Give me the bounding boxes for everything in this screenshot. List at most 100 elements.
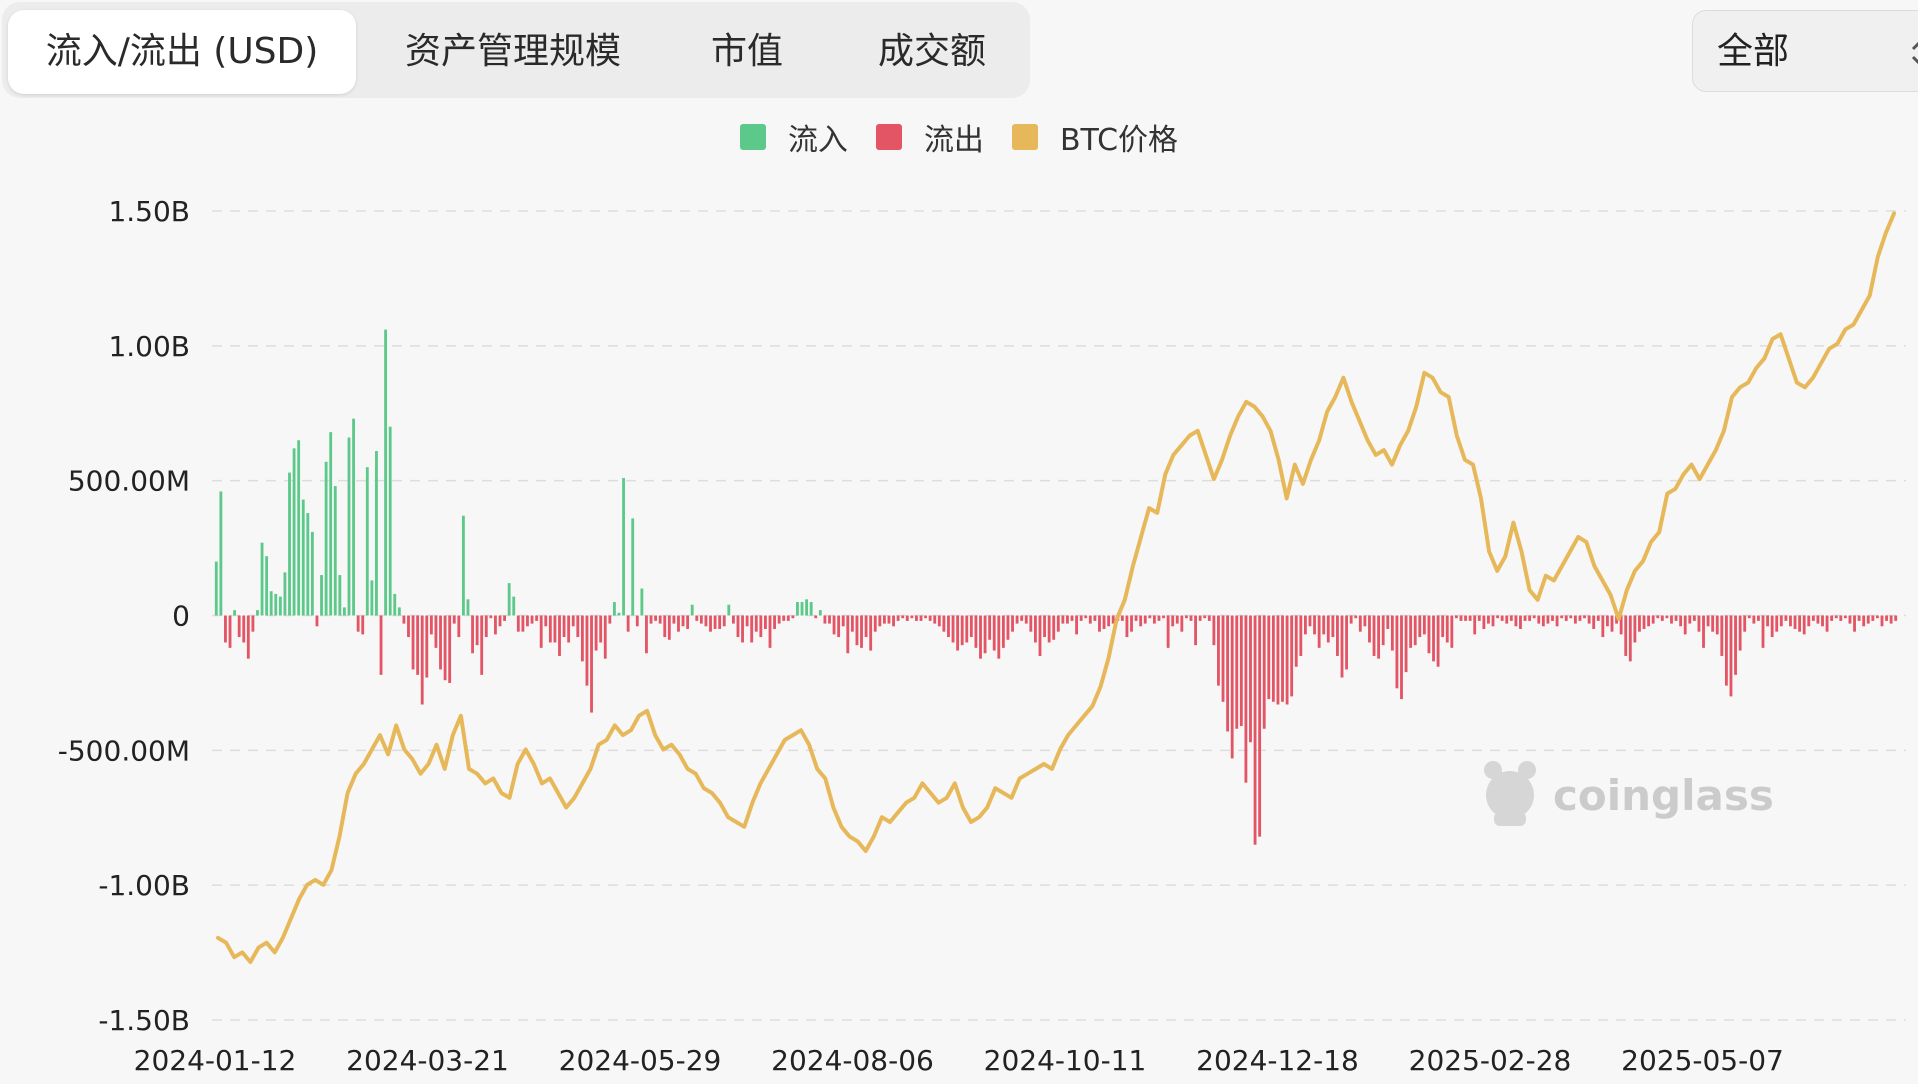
outflow-bar[interactable] bbox=[855, 615, 859, 646]
inflow-bar[interactable] bbox=[461, 515, 465, 616]
inflow-bar[interactable] bbox=[297, 440, 301, 616]
outflow-bar[interactable] bbox=[1006, 615, 1010, 640]
outflow-bar[interactable] bbox=[1729, 615, 1733, 697]
outflow-bar[interactable] bbox=[846, 615, 850, 654]
outflow-bar[interactable] bbox=[1642, 615, 1646, 629]
outflow-bar[interactable] bbox=[1894, 615, 1898, 621]
outflow-bar[interactable] bbox=[1020, 615, 1024, 621]
outflow-bar[interactable] bbox=[896, 615, 900, 621]
outflow-bar[interactable] bbox=[489, 615, 493, 619]
outflow-bar[interactable] bbox=[1239, 615, 1243, 727]
outflow-bar[interactable] bbox=[1862, 615, 1866, 627]
inflow-bar[interactable] bbox=[805, 599, 809, 616]
outflow-bar[interactable] bbox=[548, 615, 552, 643]
outflow-bar[interactable] bbox=[1464, 615, 1467, 621]
outflow-bar[interactable] bbox=[1212, 615, 1216, 646]
outflow-bar[interactable] bbox=[1633, 615, 1637, 643]
outflow-bar[interactable] bbox=[782, 615, 786, 621]
inflow-bar[interactable] bbox=[397, 607, 401, 616]
outflow-bar[interactable] bbox=[1702, 615, 1705, 648]
outflow-bar[interactable] bbox=[1418, 615, 1422, 638]
outflow-bar[interactable] bbox=[1102, 615, 1106, 629]
outflow-bar[interactable] bbox=[1825, 615, 1829, 632]
outflow-bar[interactable] bbox=[873, 615, 877, 632]
outflow-bar[interactable] bbox=[1171, 615, 1175, 627]
inflow-bar[interactable] bbox=[640, 588, 644, 616]
outflow-bar[interactable] bbox=[526, 615, 529, 627]
inflow-bar[interactable] bbox=[338, 575, 342, 616]
inflow-bar[interactable] bbox=[260, 542, 264, 616]
outflow-bar[interactable] bbox=[1226, 615, 1230, 732]
outflow-bar[interactable] bbox=[1743, 615, 1747, 632]
inflow-bar[interactable] bbox=[214, 561, 218, 616]
outflow-bar[interactable] bbox=[1358, 615, 1362, 632]
outflow-bar[interactable] bbox=[1015, 615, 1019, 624]
inflow-bar[interactable] bbox=[283, 572, 287, 616]
outflow-bar[interactable] bbox=[1450, 615, 1454, 648]
outflow-bar[interactable] bbox=[947, 615, 950, 638]
outflow-bar[interactable] bbox=[498, 615, 502, 627]
outflow-bar[interactable] bbox=[1596, 615, 1600, 621]
outflow-bar[interactable] bbox=[741, 615, 744, 643]
outflow-bar[interactable] bbox=[1152, 615, 1156, 624]
outflow-bar[interactable] bbox=[645, 615, 648, 654]
outflow-bar[interactable] bbox=[1532, 615, 1536, 619]
outflow-bar[interactable] bbox=[429, 615, 433, 635]
outflow-bar[interactable] bbox=[1555, 615, 1559, 627]
outflow-bar[interactable] bbox=[503, 615, 506, 621]
outflow-bar[interactable] bbox=[1514, 615, 1518, 627]
outflow-bar[interactable] bbox=[411, 615, 415, 670]
tab-market-cap[interactable]: 市值 bbox=[710, 31, 783, 72]
outflow-bar[interactable] bbox=[1651, 615, 1655, 624]
outflow-bar[interactable] bbox=[1162, 615, 1165, 619]
outflow-bar[interactable] bbox=[1601, 615, 1605, 638]
outflow-bar[interactable] bbox=[1757, 615, 1760, 621]
outflow-bar[interactable] bbox=[1821, 615, 1824, 627]
outflow-bar[interactable] bbox=[983, 615, 987, 654]
outflow-bar[interactable] bbox=[928, 615, 932, 621]
inflow-bar[interactable] bbox=[278, 596, 282, 616]
outflow-bar[interactable] bbox=[754, 615, 758, 632]
outflow-bar[interactable] bbox=[1033, 615, 1037, 643]
outflow-bar[interactable] bbox=[1400, 615, 1403, 700]
outflow-bar[interactable] bbox=[837, 615, 841, 638]
outflow-bar[interactable] bbox=[553, 615, 557, 643]
outflow-bar[interactable] bbox=[1038, 615, 1042, 656]
outflow-bar[interactable] bbox=[1066, 615, 1069, 624]
outflow-bar[interactable] bbox=[1313, 615, 1316, 635]
outflow-bar[interactable] bbox=[750, 615, 754, 643]
outflow-bar[interactable] bbox=[960, 615, 964, 646]
outflow-bar[interactable] bbox=[988, 615, 992, 640]
outflow-bar[interactable] bbox=[1546, 615, 1550, 624]
outflow-bar[interactable] bbox=[1079, 615, 1083, 621]
outflow-bar[interactable] bbox=[658, 615, 662, 624]
outflow-bar[interactable] bbox=[864, 615, 868, 638]
inflow-bar[interactable] bbox=[269, 591, 273, 616]
outflow-bar[interactable] bbox=[1308, 615, 1312, 627]
outflow-bar[interactable] bbox=[654, 615, 658, 621]
outflow-bar[interactable] bbox=[878, 615, 882, 627]
outflow-bar[interactable] bbox=[1340, 615, 1344, 678]
outflow-bar[interactable] bbox=[1692, 615, 1696, 621]
outflow-bar[interactable] bbox=[1413, 615, 1417, 646]
outflow-bar[interactable] bbox=[1665, 615, 1669, 619]
outflow-bar[interactable] bbox=[997, 615, 1001, 659]
inflow-bar[interactable] bbox=[622, 477, 625, 616]
outflow-bar[interactable] bbox=[951, 615, 955, 643]
outflow-bar[interactable] bbox=[1363, 615, 1367, 627]
outflow-bar[interactable] bbox=[1866, 615, 1870, 624]
outflow-bar[interactable] bbox=[672, 615, 676, 624]
outflow-bar[interactable] bbox=[1793, 615, 1797, 629]
outflow-bar[interactable] bbox=[1738, 615, 1742, 651]
outflow-bar[interactable] bbox=[228, 615, 232, 648]
outflow-bar[interactable] bbox=[915, 615, 918, 621]
outflow-bar[interactable] bbox=[494, 615, 497, 635]
outflow-bar[interactable] bbox=[992, 615, 996, 651]
outflow-bar[interactable] bbox=[1267, 615, 1271, 700]
outflow-bar[interactable] bbox=[379, 615, 383, 675]
outflow-bar[interactable] bbox=[841, 615, 845, 627]
outflow-bar[interactable] bbox=[1592, 615, 1596, 629]
outflow-bar[interactable] bbox=[1880, 615, 1884, 627]
outflow-bar[interactable] bbox=[1843, 615, 1847, 619]
filter-select[interactable]: 全部 bbox=[1692, 10, 1918, 92]
